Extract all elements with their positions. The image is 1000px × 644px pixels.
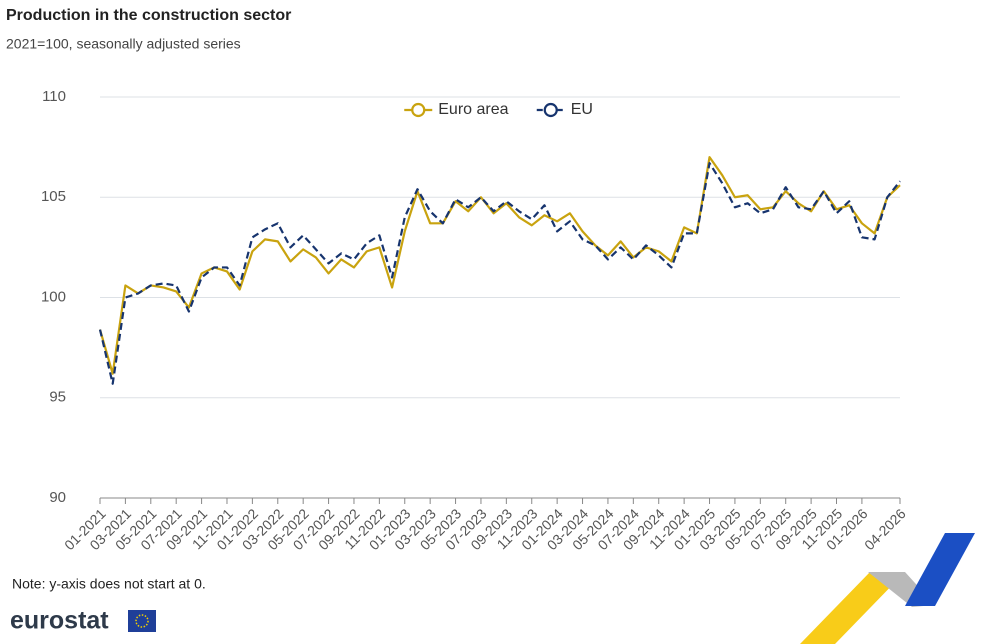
- legend-marker: [411, 102, 426, 118]
- y-tick-label: 110: [42, 88, 66, 105]
- y-tick-label: 105: [41, 188, 66, 205]
- series-line: [98, 156, 901, 375]
- series-line: [98, 162, 901, 385]
- chart-title: Production in the construction sector: [6, 7, 291, 24]
- decoration: [800, 533, 975, 644]
- note: Note: y-axis does not start at 0.: [12, 576, 206, 592]
- y-tick-label: 95: [49, 389, 66, 406]
- eu-flag: [128, 610, 156, 632]
- legend-label: Euro area: [438, 101, 508, 118]
- logo-text: eurostat: [10, 607, 109, 635]
- legend-label: EU: [571, 101, 593, 118]
- chart-subtitle: 2021=100, seasonally adjusted series: [6, 36, 241, 52]
- legend-marker: [543, 102, 558, 118]
- y-tick-label: 90: [49, 489, 66, 506]
- y-tick-label: 100: [41, 288, 66, 305]
- legend: Euro area EU: [404, 101, 593, 118]
- x-tick-label: 04-2026: [861, 505, 909, 553]
